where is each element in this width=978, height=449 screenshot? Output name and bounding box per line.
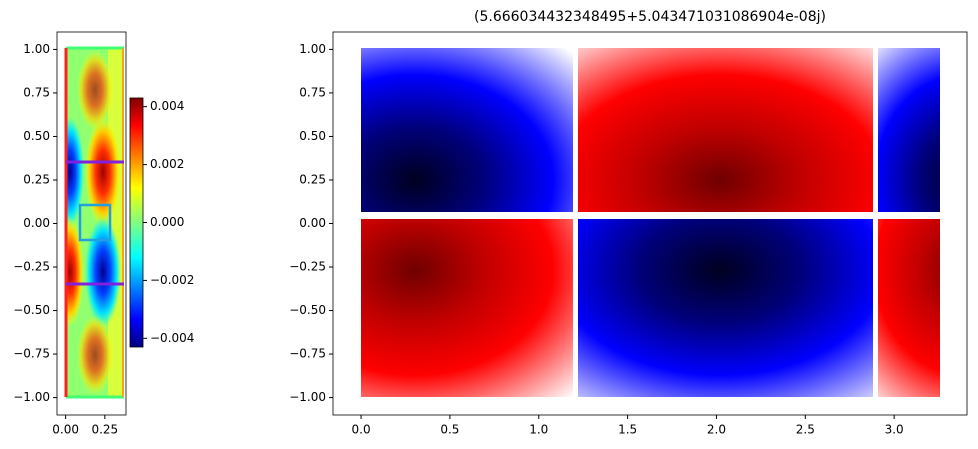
y-tick-label: 1.00	[23, 42, 50, 56]
y-tick-label: −1.00	[289, 390, 326, 404]
chart-title: (5.666034432348495+5.043471031086904e-08…	[474, 9, 826, 25]
y-tick-label: 0.25	[23, 172, 50, 186]
x-tick-label: 1.5	[618, 423, 637, 437]
y-tick-label: 1.00	[299, 42, 326, 56]
x-tick-label: 2.0	[707, 423, 726, 437]
x-tick-label: 0.25	[91, 423, 118, 437]
y-tick-label: 0.50	[23, 129, 50, 143]
y-tick-label: −0.25	[13, 260, 50, 274]
y-tick-label: 0.75	[23, 85, 50, 99]
x-tick-label: 3.0	[885, 423, 904, 437]
colorbar-tick-label: −0.002	[150, 273, 194, 287]
colorbar-tick-label: −0.004	[150, 331, 194, 345]
colorbar	[129, 97, 144, 348]
x-tick-label: 2.5	[796, 423, 815, 437]
x-tick-label: 0.00	[52, 423, 79, 437]
x-tick-label: 0.0	[352, 423, 371, 437]
y-tick-label: −0.75	[289, 347, 326, 361]
field-right	[361, 48, 940, 397]
colorbar-tick-label: 0.004	[150, 99, 184, 113]
y-tick-label: −0.75	[13, 347, 50, 361]
y-tick-label: −1.00	[13, 390, 50, 404]
colorbar-tick-label: 0.002	[150, 157, 184, 171]
y-tick-label: −0.50	[289, 303, 326, 317]
x-tick-label: 1.0	[529, 423, 548, 437]
y-tick-label: 0.75	[299, 85, 326, 99]
y-tick-label: 0.00	[23, 216, 50, 230]
y-tick-label: 0.50	[299, 129, 326, 143]
field-left	[64, 46, 124, 399]
colorbar-tick-label: 0.000	[150, 215, 184, 229]
y-tick-label: 0.25	[299, 172, 326, 186]
y-tick-label: −0.25	[289, 260, 326, 274]
x-tick-label: 0.5	[440, 423, 459, 437]
y-tick-label: 0.00	[299, 216, 326, 230]
y-tick-label: −0.50	[13, 303, 50, 317]
